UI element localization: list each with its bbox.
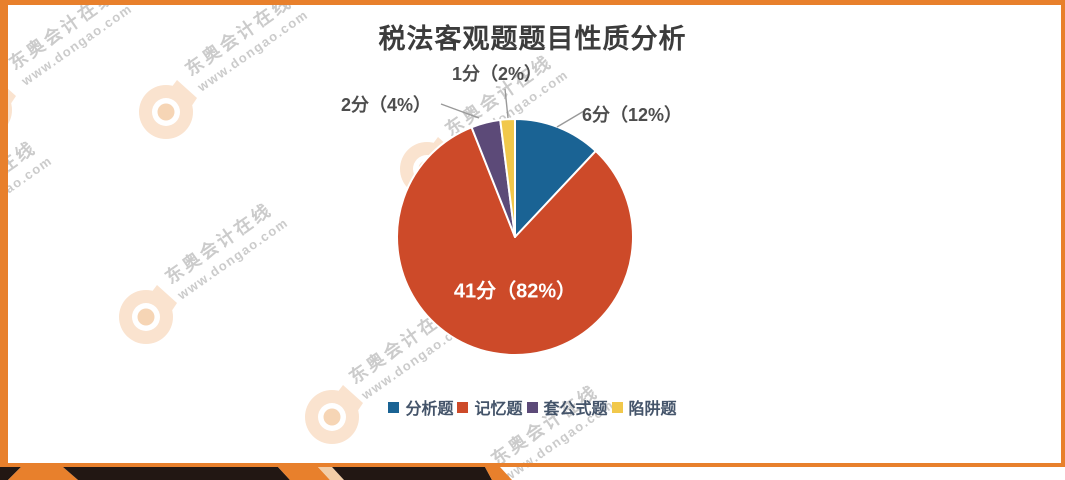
legend-label: 分析题 <box>405 401 454 418</box>
legend-item-trap: 陷阱题 <box>611 395 677 419</box>
legend-swatch-icon <box>526 401 538 413</box>
frame-border-bottom <box>0 463 1065 467</box>
legend-label: 套公式题 <box>543 401 608 418</box>
dongao-logo-icon <box>135 78 199 142</box>
pie-label-analysis: 6分（12%） <box>582 105 683 125</box>
pie-label-formula: 2分（4%） <box>341 95 432 115</box>
frame-border-top <box>0 0 1065 5</box>
pie-slice <box>499 118 516 238</box>
legend-swatch-icon <box>457 401 469 413</box>
pie-label-trap: 1分（2%） <box>452 64 543 84</box>
frame-border-right <box>1061 0 1065 463</box>
watermark-url: www.dongao.com <box>174 214 292 303</box>
legend-label: 陷阱题 <box>628 401 677 418</box>
frame-border-left <box>0 0 8 463</box>
legend-swatch-icon <box>388 401 400 413</box>
watermark-brand: 东奥会计在线 <box>161 199 277 288</box>
footer-decoration <box>0 467 512 480</box>
legend-item-memory: 记忆题 <box>457 395 523 419</box>
watermark-url: www.dongao.com <box>0 152 56 241</box>
chart-legend: 分析题 记忆题 套公式题 陷阱题 <box>0 395 1065 419</box>
legend-label: 记忆题 <box>474 401 523 418</box>
legend-swatch-icon <box>611 401 623 413</box>
pie-label-memory: 41分（82%） <box>453 280 577 303</box>
pie-chart <box>396 118 634 356</box>
legend-item-formula: 套公式题 <box>526 395 608 419</box>
legend-item-analysis: 分析题 <box>388 395 453 419</box>
chart-title: 税法客观题题目性质分析 <box>378 24 687 54</box>
dongao-logo-icon <box>115 283 179 347</box>
watermark-brand: 东奥会计在线 <box>487 381 603 470</box>
